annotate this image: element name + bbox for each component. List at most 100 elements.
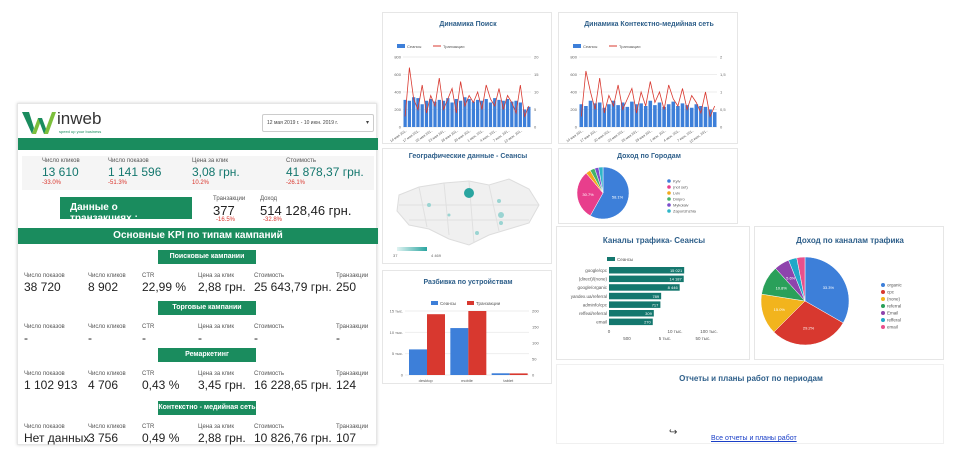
- x-tick: tablet: [503, 378, 514, 383]
- channel-value: 14 187: [669, 277, 682, 282]
- session-bar: [625, 106, 630, 127]
- legend-label: (none): [887, 297, 901, 302]
- session-bar: [671, 101, 676, 127]
- session-bar: [620, 102, 625, 127]
- channel-label: (direct)/(none): [579, 277, 608, 282]
- campaign-col-label: Стоимость: [254, 424, 285, 430]
- campaign-title: Ремаркетинг: [158, 348, 256, 362]
- kpi-delta: -51.3%: [108, 180, 128, 186]
- session-bar: [657, 102, 662, 127]
- session-bar: [480, 100, 484, 127]
- legend-swatch: [667, 197, 671, 201]
- kpi-value: 3,08 грн.: [192, 165, 240, 179]
- session-bar: [433, 101, 437, 127]
- kpi-delta: -26.1%: [286, 180, 306, 186]
- pie-slice: [773, 300, 844, 346]
- session-bar: [680, 103, 685, 127]
- session-bar: [501, 100, 505, 127]
- x-tick: mobile: [461, 378, 474, 383]
- reports-link[interactable]: Все отчеты и планы работ: [711, 435, 797, 442]
- campaign-col-label: Число показов: [24, 424, 65, 430]
- channel-bar: [609, 292, 662, 300]
- channel-label: google/organic: [577, 285, 607, 290]
- income-delta: -32.8%: [263, 217, 283, 223]
- session-bar: [584, 106, 588, 127]
- session-bar: [662, 106, 666, 127]
- campaign-col-value: 25 643,79 грн.: [254, 280, 332, 294]
- pie-label: 5.6%: [786, 276, 796, 281]
- legend-sessions-swatch: [397, 44, 405, 48]
- logo-tagline: speed up your business: [59, 129, 102, 134]
- y-tick: 600: [394, 72, 401, 77]
- campaign-col-label: CTR: [142, 424, 155, 430]
- campaign-col-label: Стоимость: [254, 324, 285, 330]
- campaign-col-label: Транзакции: [336, 273, 369, 279]
- session-bar: [522, 109, 527, 127]
- campaign-col-value: -: [142, 331, 146, 345]
- session-bar: [429, 99, 433, 127]
- kpi-value: 41 878,37 грн.: [286, 165, 364, 179]
- dropdown-arrow-icon: ▾: [365, 120, 369, 126]
- legend-swatch: [881, 290, 885, 294]
- logo-name: inweb: [57, 109, 102, 128]
- geo-scale-max: 4 469: [431, 253, 442, 258]
- legend-swatch: [667, 209, 671, 213]
- transactions-bar: [427, 314, 445, 375]
- session-bar: [497, 99, 501, 127]
- kpi-label: Стоимость: [286, 158, 317, 164]
- session-bar: [407, 100, 412, 127]
- legend-swatch: [881, 297, 885, 301]
- transactions-count: 377: [213, 203, 235, 218]
- channel-income-title: Доход по каналам трафика: [796, 236, 904, 245]
- legend-transactions-label: Транзакции: [443, 44, 464, 49]
- session-bar: [593, 103, 597, 127]
- geo-panel: Географические данные - Сеансы 37 4 469: [382, 148, 552, 264]
- campaign-col-label: Стоимость: [254, 371, 285, 377]
- session-bar: [597, 102, 602, 127]
- session-bar: [484, 99, 488, 127]
- channels-panel: Каналы трафика- Сеансы Сеансы google/cpc 1…: [556, 226, 750, 360]
- campaign-col-value: 2,88 грн.: [198, 280, 246, 294]
- date-range-picker[interactable]: 12 мая 2019 г. - 10 июн. 2019 г. ▾: [262, 114, 374, 132]
- campaign-col-value: 107: [336, 431, 357, 445]
- legend-swatch: [667, 185, 671, 189]
- legend-transactions-swatch: [467, 301, 474, 305]
- session-bar: [653, 105, 657, 127]
- sessions-bar: [491, 373, 510, 375]
- channel-label: adminfo/cpc: [583, 302, 608, 307]
- pie-slice: [796, 256, 806, 302]
- y2-tick: 2: [720, 55, 723, 60]
- legend-swatch: [881, 304, 885, 308]
- income-value: 514 128,46 грн.: [260, 203, 352, 218]
- reports-panel: Отчеты и планы работ по периодам ↪ Все о…: [556, 364, 944, 444]
- channel-bar: [609, 267, 685, 274]
- session-bar: [648, 100, 653, 127]
- legend-label: Zaporizhzhia: [673, 209, 697, 214]
- campaign-col-label: Транзакции: [336, 424, 369, 430]
- y-tick: 800: [570, 55, 577, 60]
- campaign-col-label: Число кликов: [88, 424, 126, 430]
- channel-value: 15 021: [670, 268, 683, 273]
- cities-panel: Доход по Городам 58.1% 30.7% Kyiv (not set)…: [558, 148, 738, 224]
- reports-title: Отчеты и планы работ по периодам: [679, 374, 823, 383]
- channel-value: 8 446: [668, 285, 679, 290]
- kyiv-bubble: [464, 188, 474, 198]
- legend-label: Dnipro: [673, 197, 686, 202]
- legend-swatch: [667, 191, 671, 195]
- campaign-title: Поисковые кампании: [158, 250, 256, 264]
- x-tick: 100 тыс.: [700, 329, 718, 334]
- campaign-col-value: 3,45 грн.: [198, 378, 246, 392]
- channel-value: 309: [645, 311, 652, 316]
- display-dynamics-panel: Динамика Контекстно-медийная сеть Сеансы…: [558, 12, 738, 144]
- campaign-col-value: -: [88, 331, 92, 345]
- transactions-bar: [468, 311, 487, 375]
- channel-bar: [609, 284, 680, 291]
- campaign-col-value: 0,43 %: [142, 378, 180, 392]
- channel-label: email: [596, 320, 607, 325]
- campaign-col-label: CTR: [142, 324, 155, 330]
- logo: inweb speed up your business: [22, 109, 122, 138]
- kpi-summary: Число кликов 13 610 -33.0% Число показов 1 1…: [22, 156, 374, 190]
- y2-tick: 50: [532, 357, 537, 362]
- y-tick: 400: [394, 90, 401, 95]
- channel-bar: [609, 301, 661, 308]
